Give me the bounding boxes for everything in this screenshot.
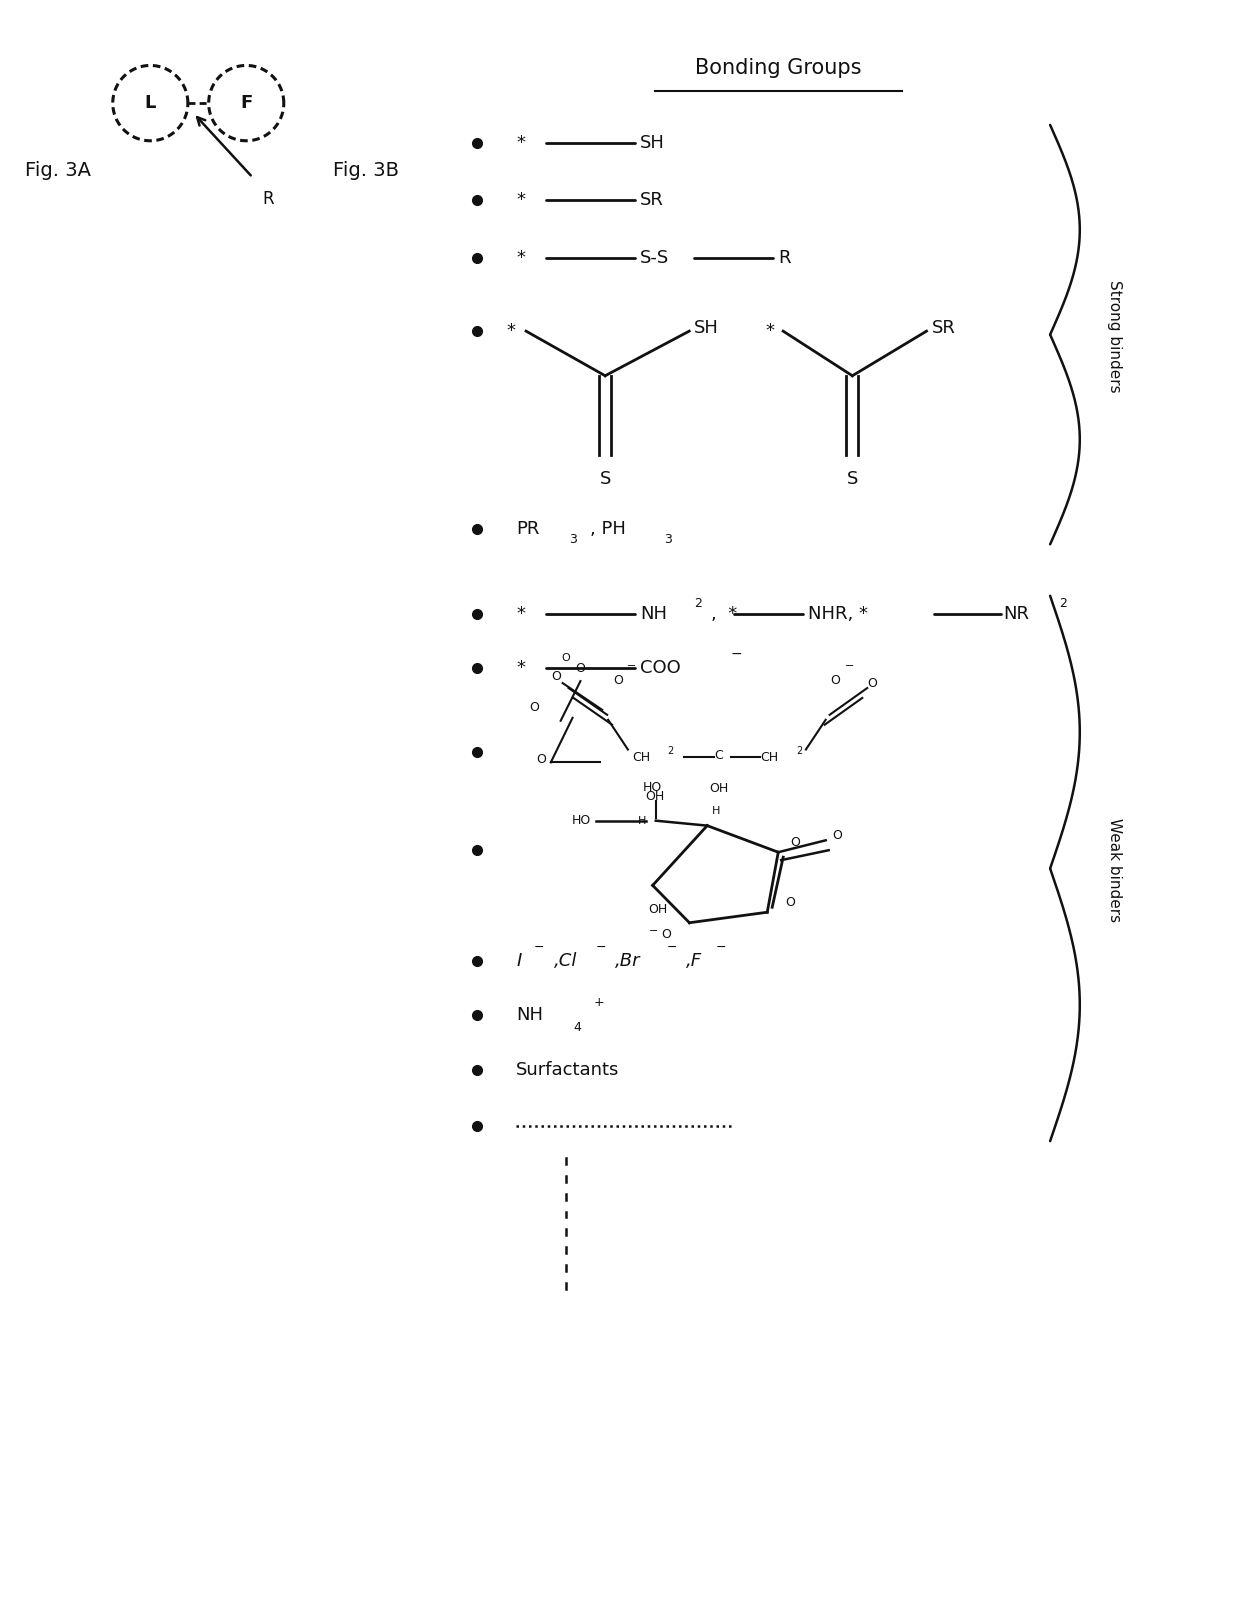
Text: *: * (516, 134, 526, 152)
Text: −: − (534, 941, 544, 954)
Text: O: O (790, 836, 800, 849)
Text: NH: NH (640, 605, 667, 623)
Text: SH: SH (640, 134, 665, 152)
Text: 2: 2 (694, 597, 702, 610)
Text: CH: CH (760, 750, 779, 763)
Text: −: − (730, 647, 743, 661)
Text: S: S (847, 471, 858, 488)
Text: −: − (666, 941, 677, 954)
Text: −: − (595, 941, 606, 954)
Text: O: O (785, 896, 795, 909)
Text: C: C (714, 749, 723, 762)
Text: SR: SR (640, 191, 663, 209)
Text: ,Cl: ,Cl (554, 952, 577, 970)
Text: ,F: ,F (686, 952, 702, 970)
Text: Weak binders: Weak binders (1107, 818, 1122, 922)
Text: NR: NR (1003, 605, 1029, 623)
Text: CH: CH (632, 750, 650, 763)
Text: O: O (562, 653, 570, 663)
Text: Fig. 3A: Fig. 3A (25, 160, 91, 179)
Text: SR: SR (931, 319, 955, 338)
Text: OH: OH (649, 904, 667, 917)
Text: *: * (516, 660, 526, 678)
Text: O: O (867, 676, 877, 689)
Text: F: F (241, 94, 253, 112)
Text: 4: 4 (574, 1020, 582, 1033)
Text: 3: 3 (665, 534, 672, 547)
Text: +: + (593, 996, 604, 1009)
Text: HO: HO (644, 781, 662, 794)
Text: *: * (516, 605, 526, 623)
Text: S: S (599, 471, 611, 488)
Text: Bonding Groups: Bonding Groups (694, 58, 862, 79)
Text: −: − (649, 925, 657, 936)
Text: ,Br: ,Br (615, 952, 641, 970)
Text: HO: HO (572, 815, 590, 828)
Text: L: L (145, 94, 156, 112)
Text: O: O (662, 928, 672, 941)
Text: I: I (516, 952, 522, 970)
Text: 2: 2 (667, 745, 673, 755)
Text: −: − (715, 941, 727, 954)
Text: Fig. 3B: Fig. 3B (334, 160, 399, 179)
Text: R: R (263, 191, 274, 209)
Text: *: * (507, 322, 516, 340)
Text: OH: OH (709, 783, 729, 796)
Text: H: H (637, 815, 646, 826)
Text: 2: 2 (796, 745, 802, 755)
Text: O: O (551, 669, 560, 682)
Text: PR: PR (516, 521, 539, 538)
Text: O: O (575, 661, 585, 676)
Text: NHR, *: NHR, * (808, 605, 868, 623)
Text: S-S: S-S (640, 249, 670, 267)
Text: , PH: , PH (590, 521, 626, 538)
Text: O: O (832, 830, 842, 842)
Text: *: * (516, 249, 526, 267)
Text: SH: SH (694, 319, 719, 338)
Text: −: − (844, 661, 854, 671)
Text: 3: 3 (569, 534, 577, 547)
Text: O: O (529, 702, 539, 715)
Text: Strong binders: Strong binders (1107, 280, 1122, 393)
Text: R: R (779, 249, 791, 267)
Text: O: O (613, 674, 622, 687)
Text: O: O (536, 754, 546, 766)
Text: OH: OH (645, 791, 665, 804)
Text: H: H (712, 805, 720, 815)
Text: ,  *: , * (711, 605, 738, 623)
Text: O: O (831, 674, 841, 687)
Text: Surfactants: Surfactants (516, 1061, 620, 1079)
Text: NH: NH (516, 1006, 543, 1024)
Text: *: * (766, 322, 775, 340)
Text: 2: 2 (1059, 597, 1066, 610)
Text: COO: COO (640, 660, 681, 678)
Text: −: − (627, 661, 636, 671)
Text: *: * (516, 191, 526, 209)
